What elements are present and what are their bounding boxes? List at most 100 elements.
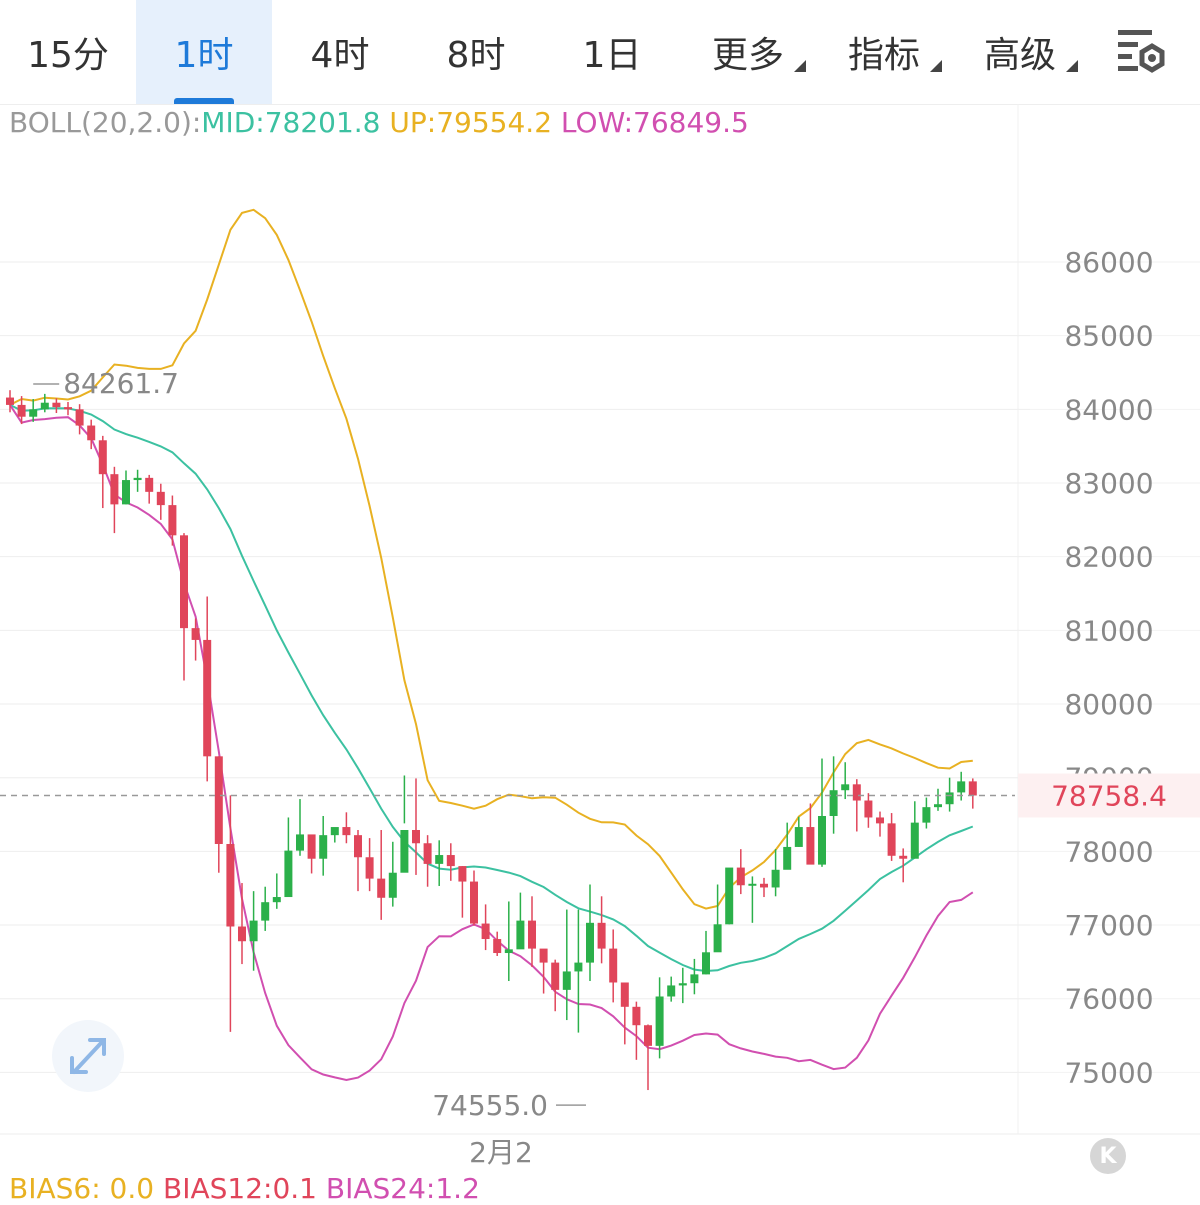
candle-body — [887, 823, 896, 856]
candle-body — [783, 846, 792, 870]
candle-body — [156, 491, 165, 506]
candle-body — [412, 829, 420, 844]
y-tick-label: 80000 — [1064, 688, 1153, 721]
candle-body — [342, 827, 351, 836]
candle-body — [400, 829, 409, 873]
tab-label: 8时 — [446, 35, 506, 76]
candle-body — [725, 867, 734, 925]
candle-body — [597, 922, 606, 949]
tab-7[interactable]: 高级 — [952, 0, 1088, 104]
candle-body — [435, 855, 444, 864]
boll-upper-line — [9, 208, 973, 910]
candle-body — [446, 855, 455, 867]
dropdown-caret-icon — [1066, 60, 1078, 72]
candle-body — [17, 404, 26, 417]
candle-body — [365, 857, 374, 879]
candle-body — [272, 897, 281, 903]
candle-body — [307, 834, 316, 859]
candle-body — [203, 639, 212, 757]
candle-body — [586, 922, 594, 963]
candle-body — [98, 440, 107, 475]
candle-body — [284, 850, 293, 898]
candle-body — [655, 996, 664, 1046]
tab-5[interactable]: 更多 — [680, 0, 816, 104]
candle-body — [191, 628, 200, 640]
current-price-tag — [1018, 773, 1200, 818]
candle-body — [377, 878, 386, 898]
candle-body — [644, 1025, 652, 1046]
candle-body — [261, 902, 270, 921]
candle-body — [562, 971, 571, 990]
candle-body — [238, 926, 246, 942]
tab-6[interactable]: 指标 — [816, 0, 952, 104]
tab-label: 1日 — [582, 35, 642, 76]
candle-body — [493, 939, 502, 954]
candle-body — [330, 827, 339, 836]
candle-body — [470, 881, 478, 924]
candle-body — [910, 822, 919, 859]
candle-body — [122, 480, 130, 505]
y-tick-label: 77000 — [1064, 909, 1153, 942]
current-price-label: 78758.4 — [1051, 779, 1167, 812]
tab-3[interactable]: 8时 — [408, 0, 544, 104]
candle-body — [75, 409, 84, 426]
y-tick-label: 76000 — [1064, 983, 1153, 1016]
boll-lower-line — [9, 404, 974, 1082]
tab-label: 高级 — [983, 35, 1056, 76]
candle-body — [806, 827, 815, 865]
candle-body — [551, 962, 560, 990]
candle-body — [620, 982, 629, 1007]
tab-1[interactable]: 1时 — [136, 0, 272, 104]
y-tick-label: 81000 — [1064, 614, 1153, 647]
candle-body — [771, 869, 780, 888]
bias12: BIAS12:0.1 — [162, 1172, 317, 1205]
boll-mid-line — [9, 404, 974, 973]
candle-body — [702, 952, 710, 975]
candle-body — [319, 835, 328, 859]
tab-label: 4时 — [310, 35, 370, 76]
candle-body — [40, 402, 49, 410]
candle-body — [6, 397, 14, 405]
candle-body — [29, 409, 38, 417]
candle-body — [852, 784, 861, 801]
boll-indicator-legend: BOLL(20,2.0):MID:78201.8 UP:79554.2 LOW:… — [9, 106, 749, 139]
boll-up: UP:79554.2 — [389, 106, 553, 139]
candle-body — [713, 924, 722, 953]
candle-body — [841, 784, 850, 791]
candle-body — [133, 477, 142, 481]
candle-body — [678, 983, 687, 986]
bias-indicator-legend: BIAS6: 0.0 BIAS12:0.1 BIAS24:1.2 — [9, 1172, 480, 1205]
timeframe-tabbar: 15分 1时 4时 8时 1日 更多 指标 高级 — [0, 0, 1200, 105]
active-tab-underline — [174, 98, 234, 104]
boll-label: BOLL(20,2.0): — [9, 106, 202, 139]
tab-label: 更多 — [711, 35, 784, 76]
chart-settings-gear-icon[interactable] — [1112, 22, 1172, 82]
candle-body — [423, 843, 432, 864]
candle-body — [168, 505, 177, 536]
candle-body — [945, 792, 954, 805]
expand-arrows-icon[interactable] — [52, 1020, 124, 1092]
candle-body — [226, 843, 235, 927]
y-tick-label: 84000 — [1064, 393, 1153, 426]
candle-body — [876, 817, 884, 824]
tab-label: 1时 — [174, 35, 234, 76]
candle-body — [110, 474, 119, 505]
boll-mid: MID:78201.8 — [201, 106, 381, 139]
candle-body — [748, 883, 757, 886]
tab-0[interactable]: 15分 — [0, 0, 136, 104]
y-tick-label: 85000 — [1064, 320, 1153, 353]
candle-body — [214, 756, 223, 844]
candle-body — [864, 800, 873, 818]
tab-4[interactable]: 1日 — [544, 0, 680, 104]
dropdown-caret-icon — [930, 60, 942, 72]
candle-body — [504, 949, 513, 954]
tab-2[interactable]: 4时 — [272, 0, 408, 104]
y-tick-label: 75000 — [1064, 1056, 1153, 1089]
k-logo-icon[interactable]: K — [1090, 1138, 1126, 1174]
candlestick-chart[interactable]: 8600085000840008300082000810008000079000… — [0, 104, 1200, 1170]
candle-body — [516, 920, 525, 950]
candle-body — [934, 804, 942, 808]
candle-body — [145, 477, 154, 492]
dropdown-caret-icon — [794, 60, 806, 72]
candle-body — [52, 402, 61, 408]
